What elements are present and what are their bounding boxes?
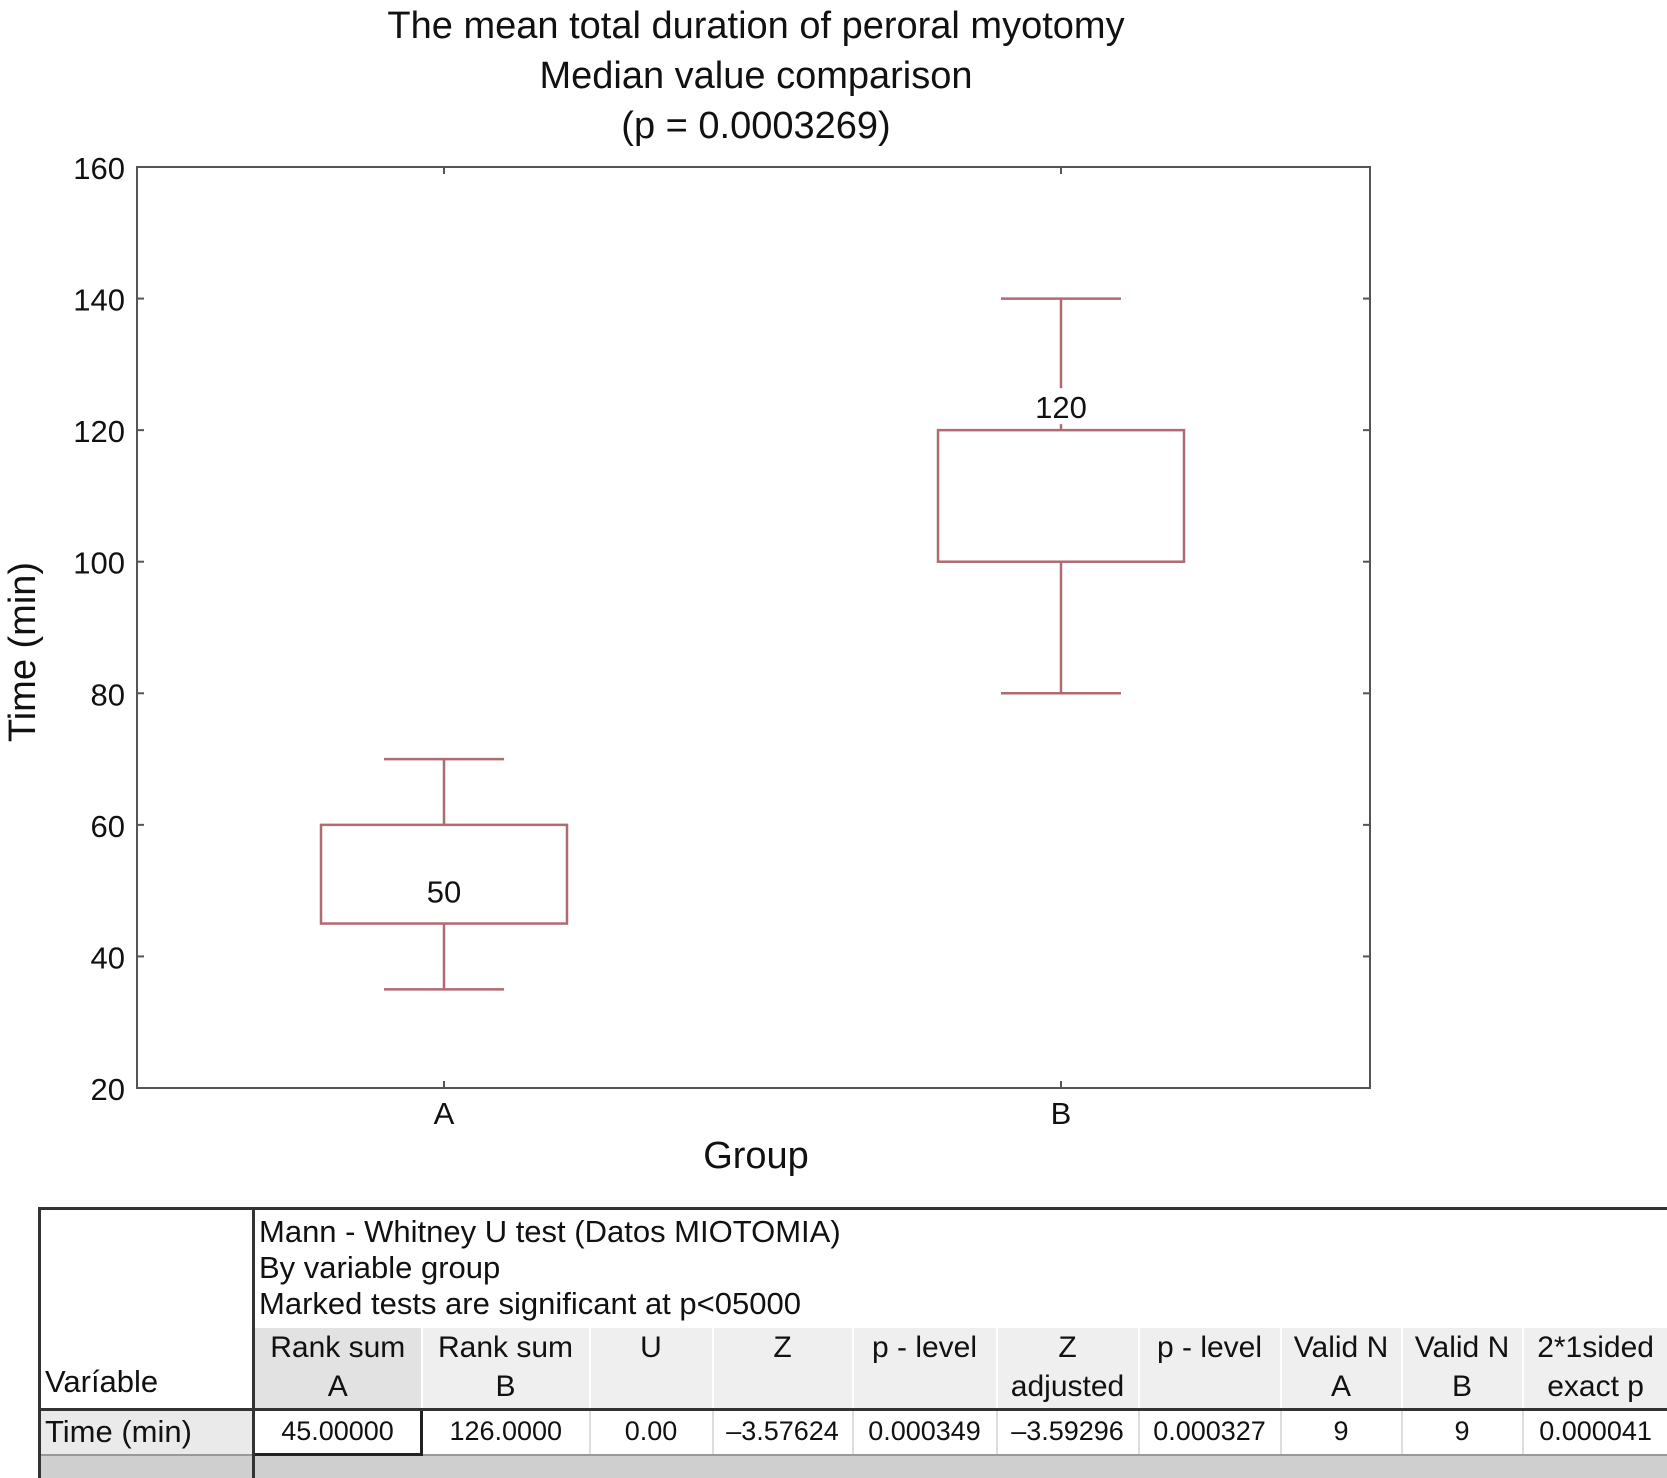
row-label-time: Time (min) bbox=[40, 1410, 254, 1455]
cell-valid-n-b[interactable]: 9 bbox=[1402, 1410, 1523, 1455]
caption-line-2: By variable group bbox=[259, 1250, 1667, 1286]
cell-p-level-adjusted[interactable]: 0.000327 bbox=[1139, 1410, 1281, 1455]
cell-z-adjusted[interactable]: –3.59296 bbox=[997, 1410, 1139, 1455]
mann-whitney-results-table: Varíable Mann - Whitney U test (Datos MI… bbox=[38, 1207, 1667, 1478]
y-tick-label: 40 bbox=[91, 940, 125, 975]
column-header-z-adjusted: Z adjusted bbox=[997, 1328, 1139, 1410]
chart-title-line-3: (p = 0.0003269) bbox=[621, 105, 890, 147]
box-series: 50 120 bbox=[321, 299, 1184, 990]
y-axis-ticks: 20 40 60 80 100 120 140 160 bbox=[73, 151, 1370, 1107]
box-iqr bbox=[938, 430, 1184, 562]
y-tick-label: 140 bbox=[73, 283, 125, 318]
caption-line-3: Marked tests are significant at p<05000 bbox=[259, 1286, 1667, 1322]
column-header-rank-sum-a: Rank sum A bbox=[254, 1328, 422, 1410]
cell-valid-n-a[interactable]: 9 bbox=[1281, 1410, 1402, 1455]
table-caption: Mann - Whitney U test (Datos MIOTOMIA) B… bbox=[254, 1209, 1667, 1329]
plot-frame bbox=[137, 167, 1370, 1088]
y-tick-label: 100 bbox=[73, 546, 125, 581]
x-axis-label: Group bbox=[703, 1135, 809, 1177]
column-header-p-level: p - level bbox=[853, 1328, 997, 1410]
y-tick-label: 20 bbox=[91, 1072, 125, 1107]
column-header-u: U bbox=[590, 1328, 713, 1410]
table-row: Time (min) 45.00000 126.0000 0.00 –3.576… bbox=[40, 1410, 1667, 1455]
cell-rank-sum-b[interactable]: 126.0000 bbox=[422, 1410, 590, 1455]
x-tick-label: B bbox=[1051, 1096, 1072, 1131]
column-header-rank-sum-b: Rank sum B bbox=[422, 1328, 590, 1410]
cell-u[interactable]: 0.00 bbox=[590, 1410, 713, 1455]
chart-title-line-2: Median value comparison bbox=[539, 55, 972, 97]
variable-column-header: Varíable bbox=[40, 1209, 254, 1410]
blank-table-row bbox=[40, 1455, 1667, 1478]
box-plot-chart: The mean total duration of peroral myoto… bbox=[0, 0, 1667, 1200]
y-tick-label: 160 bbox=[73, 151, 125, 186]
box-group-a: 50 bbox=[321, 759, 567, 989]
column-header-valid-n-a: Valid N A bbox=[1281, 1328, 1402, 1410]
cell-exact-p[interactable]: 0.000041 bbox=[1523, 1410, 1667, 1455]
median-label: 50 bbox=[427, 875, 461, 910]
y-axis-label: Time (min) bbox=[2, 562, 44, 742]
caption-line-1: Mann - Whitney U test (Datos MIOTOMIA) bbox=[259, 1214, 1667, 1250]
blank-row-label bbox=[40, 1455, 254, 1478]
cell-z[interactable]: –3.57624 bbox=[713, 1410, 853, 1455]
y-tick-label: 120 bbox=[73, 414, 125, 449]
column-header-valid-n-b: Valid N B bbox=[1402, 1328, 1523, 1410]
column-header-z: Z bbox=[713, 1328, 853, 1410]
box-group-b: 120 bbox=[938, 299, 1184, 694]
column-header-exact-p: 2*1sided exact p bbox=[1523, 1328, 1667, 1410]
cell-rank-sum-a[interactable]: 45.00000 bbox=[254, 1410, 422, 1455]
y-tick-label: 80 bbox=[91, 677, 125, 712]
cell-p-level[interactable]: 0.000349 bbox=[853, 1410, 997, 1455]
y-tick-label: 60 bbox=[91, 809, 125, 844]
column-header-p-level-adjusted: p - level bbox=[1139, 1328, 1281, 1410]
chart-title-line-1: The mean total duration of peroral myoto… bbox=[387, 5, 1124, 47]
x-tick-label: A bbox=[434, 1096, 455, 1131]
blank-row-cells bbox=[254, 1455, 1667, 1478]
median-label: 120 bbox=[1035, 390, 1087, 425]
